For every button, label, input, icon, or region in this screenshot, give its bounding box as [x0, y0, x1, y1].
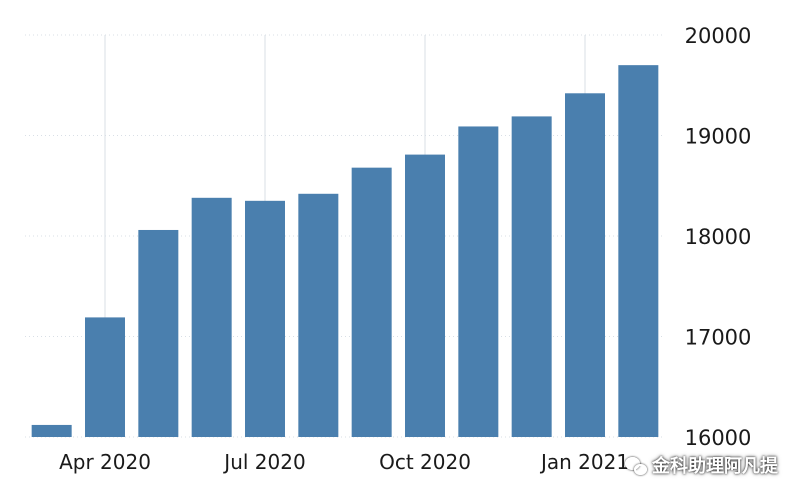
x-tick-label: Jul 2020 — [222, 450, 305, 474]
bar-2020-05 — [138, 229, 179, 437]
bar-2021-01 — [565, 93, 605, 437]
bar-2020-08 — [298, 193, 339, 437]
bar-2020-07 — [245, 200, 285, 437]
bar-2020-04 — [85, 317, 125, 437]
bar-2020-11 — [458, 126, 499, 437]
bar-2020-03 — [31, 424, 72, 437]
x-tick-label: Jan 2021 — [539, 450, 629, 474]
y-tick-label: 20000 — [685, 24, 752, 48]
y-tick-label: 18000 — [685, 225, 752, 249]
bar-2020-06 — [191, 197, 232, 437]
y-tick-label: 17000 — [685, 326, 752, 350]
bar-2020-09 — [351, 167, 392, 437]
x-tick-label: Oct 2020 — [379, 450, 471, 474]
wechat-icon — [624, 454, 647, 476]
bar-2021-02 — [618, 65, 659, 438]
watermark: 金科助理阿凡提 — [624, 452, 778, 478]
bar-2020-12 — [511, 116, 552, 437]
watermark-text: 金科助理阿凡提 — [652, 456, 778, 477]
y-tick-label: 19000 — [685, 125, 752, 149]
y-tick-label: 16000 — [685, 426, 752, 450]
bar-2020-10 — [405, 154, 445, 437]
x-tick-label: Apr 2020 — [59, 450, 151, 474]
